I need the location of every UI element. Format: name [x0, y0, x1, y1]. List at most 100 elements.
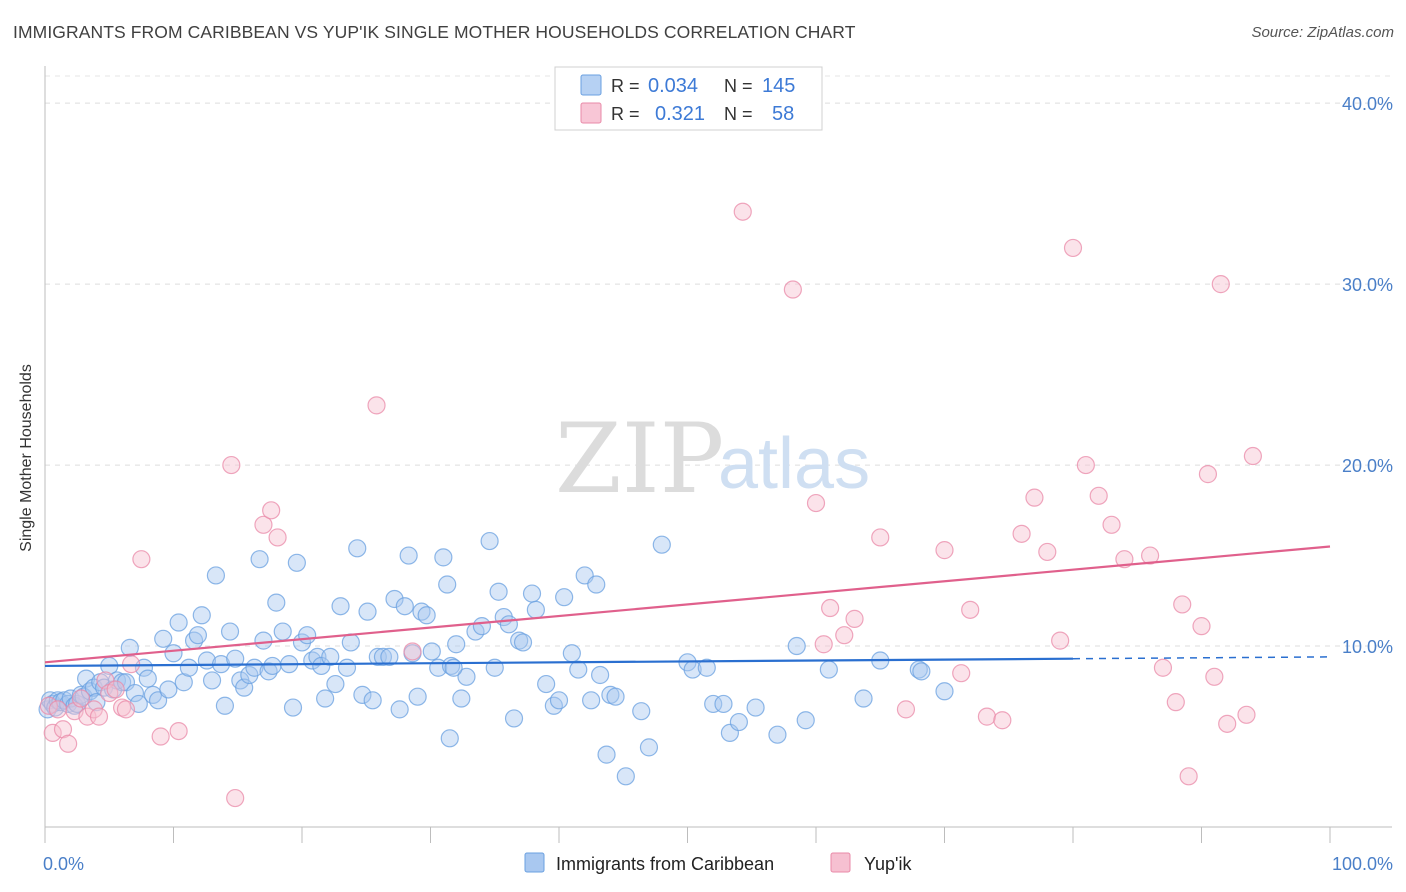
- yupik-point: [268, 528, 287, 547]
- caribbean-point: [263, 656, 282, 676]
- yupik-point: [806, 493, 826, 513]
- yupik-point: [1089, 486, 1108, 505]
- legend: Immigrants from Caribbean Yup'ik: [524, 852, 912, 874]
- caribbean-point: [159, 680, 178, 699]
- caribbean-trend-extension: [1072, 656, 1331, 660]
- yupik-point: [1102, 515, 1121, 534]
- y-tick-label: 10.0%: [1342, 637, 1393, 657]
- yupik-point: [1243, 446, 1263, 466]
- x-tick-label: 100.0%: [1332, 854, 1393, 874]
- y-tick-label: 30.0%: [1342, 275, 1393, 295]
- caribbean-point: [385, 589, 404, 609]
- caribbean-point: [287, 553, 306, 572]
- caribbean-point: [273, 622, 292, 641]
- caribbean-point: [399, 546, 418, 565]
- yupik-point: [1025, 488, 1044, 507]
- caribbean-point: [549, 691, 569, 710]
- caribbean-point: [341, 633, 360, 652]
- legend-label-caribbean: Immigrants from Caribbean: [556, 854, 774, 874]
- caribbean-point: [522, 584, 542, 603]
- y-tick-label: 20.0%: [1342, 456, 1393, 476]
- caribbean-point: [489, 582, 508, 601]
- yupik-point: [222, 455, 241, 475]
- caribbean-point: [434, 548, 453, 567]
- yupik-point: [783, 280, 802, 299]
- caribbean-point: [582, 691, 601, 710]
- caribbean-point: [408, 687, 427, 706]
- caribbean-point: [562, 644, 581, 663]
- source-label: Source: ZipAtlas.com: [1251, 24, 1394, 41]
- yupik-point: [1038, 542, 1057, 562]
- caribbean-point: [569, 660, 588, 679]
- yupik-point: [367, 396, 386, 415]
- caribbean-point: [202, 671, 222, 690]
- yupik-point: [48, 700, 67, 719]
- yupik-point: [254, 515, 273, 534]
- caribbean-point: [353, 685, 372, 704]
- caribbean-point: [215, 696, 234, 715]
- caribbean-point: [472, 617, 491, 636]
- caribbean-point: [125, 683, 145, 703]
- yupik-point: [993, 711, 1012, 730]
- caribbean-point: [935, 682, 954, 701]
- trend-lines: [44, 545, 1331, 668]
- caribbean-point: [316, 689, 335, 708]
- yupik-point: [1140, 546, 1160, 565]
- yupik-point: [977, 707, 997, 726]
- yupik-point: [169, 721, 188, 741]
- caribbean-point: [206, 566, 226, 585]
- caribbean-point: [164, 644, 183, 663]
- gridlines: [45, 75, 1392, 647]
- stats-swatch-yupik: [580, 102, 602, 124]
- caribbean-point: [179, 658, 199, 677]
- yupik-point: [821, 598, 840, 618]
- caribbean-point: [652, 535, 671, 554]
- caribbean-point: [854, 689, 873, 708]
- caribbean-point: [499, 615, 518, 634]
- caribbean-point: [714, 694, 733, 714]
- yupik-point: [1153, 658, 1173, 677]
- stats-n-value: 145: [762, 75, 795, 97]
- yupik-point: [871, 528, 890, 547]
- watermark-zip: ZIP: [555, 403, 724, 515]
- y-tick-label: 40.0%: [1342, 94, 1393, 114]
- caribbean-point: [326, 674, 345, 694]
- caribbean-point: [422, 642, 441, 661]
- caribbean-point: [555, 588, 574, 607]
- yupik-point: [1012, 524, 1031, 543]
- yupik-point: [1063, 238, 1083, 258]
- caribbean-point: [440, 729, 459, 748]
- caribbean-point: [796, 711, 815, 730]
- caribbean-point: [174, 673, 193, 692]
- yupik-point: [961, 600, 980, 619]
- caribbean-point: [373, 647, 393, 666]
- caribbean-point: [544, 696, 563, 715]
- yupik-point: [121, 655, 141, 674]
- caribbean-point: [380, 647, 399, 666]
- yupik-point: [814, 635, 833, 654]
- caribbean-point: [169, 613, 188, 632]
- caribbean-point: [526, 600, 545, 619]
- yupik-point: [935, 541, 954, 560]
- yupik-point: [132, 550, 151, 569]
- caribbean-point: [444, 658, 463, 677]
- caribbean-point: [504, 709, 524, 728]
- caribbean-point: [192, 606, 211, 625]
- yupik-point: [952, 664, 971, 683]
- caribbean-point: [390, 700, 409, 719]
- caribbean-point: [639, 738, 659, 757]
- caribbean-point: [632, 702, 651, 721]
- caribbean-point: [220, 622, 240, 641]
- caribbean-point: [308, 647, 327, 666]
- yupik-point: [43, 723, 62, 742]
- caribbean-point: [746, 698, 765, 717]
- x-tick-labels: 0.0% 100.0%: [43, 854, 1393, 874]
- yupik-point: [1198, 465, 1218, 484]
- legend-swatch-yupik: [830, 852, 851, 873]
- caribbean-point: [447, 635, 466, 654]
- yupik-point: [896, 700, 916, 719]
- yupik-point: [1173, 595, 1192, 614]
- yupik-point: [1237, 705, 1256, 724]
- yupik-point: [1051, 631, 1070, 650]
